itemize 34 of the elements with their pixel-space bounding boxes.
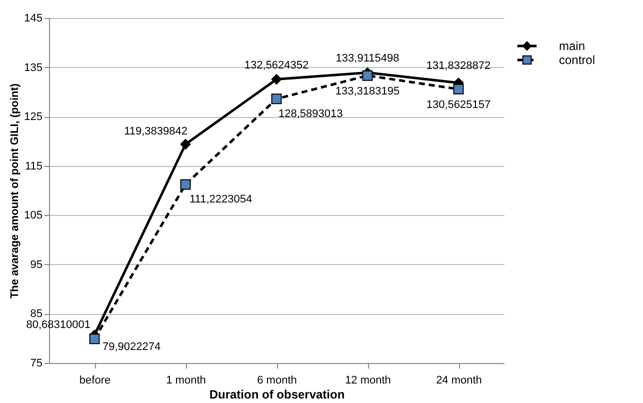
legend-label: control: [559, 53, 596, 67]
point: [362, 70, 373, 81]
point: [89, 334, 100, 344]
y-tick-label: 135: [24, 62, 42, 74]
x-tick-label: 6 month: [257, 374, 297, 386]
data-label: 130,5625157: [426, 99, 491, 112]
y-axis-title: The avarage amount of point GILI, (point): [9, 83, 22, 299]
data-label: 111,2223054: [190, 193, 252, 206]
data-label: 133,3183195: [335, 86, 400, 98]
data-label: 132,5624352: [244, 59, 309, 72]
y-tick-label: 105: [24, 210, 42, 222]
data-label: 131,8328872: [426, 60, 491, 72]
x-tick-label: 1 month: [166, 374, 206, 386]
data-label: 80,68310001: [26, 318, 90, 331]
x-tick-label: before: [79, 374, 111, 386]
x-axis-title: Duration of observation: [209, 388, 345, 402]
y-tick-label: 95: [30, 258, 42, 271]
point: [180, 179, 191, 190]
point: [271, 94, 282, 104]
y-tick-label: 125: [24, 111, 42, 124]
point: [180, 139, 191, 150]
data-label: 128,5893013: [278, 108, 343, 120]
x-tick-label: 24 month: [436, 374, 482, 386]
point: [271, 74, 282, 85]
y-tick-label: 145: [24, 12, 42, 24]
data-label: 133,9115498: [336, 52, 400, 65]
y-tick-label: 115: [24, 160, 42, 172]
data-label: 79,9022274: [102, 340, 161, 353]
x-tick-label: 12 month: [345, 374, 391, 386]
point: [453, 84, 464, 94]
y-tick-label: 85: [30, 308, 42, 320]
y-tick-label: 75: [30, 358, 42, 370]
data-label: 119,3839842: [124, 125, 188, 138]
legend-label: main: [559, 39, 586, 53]
